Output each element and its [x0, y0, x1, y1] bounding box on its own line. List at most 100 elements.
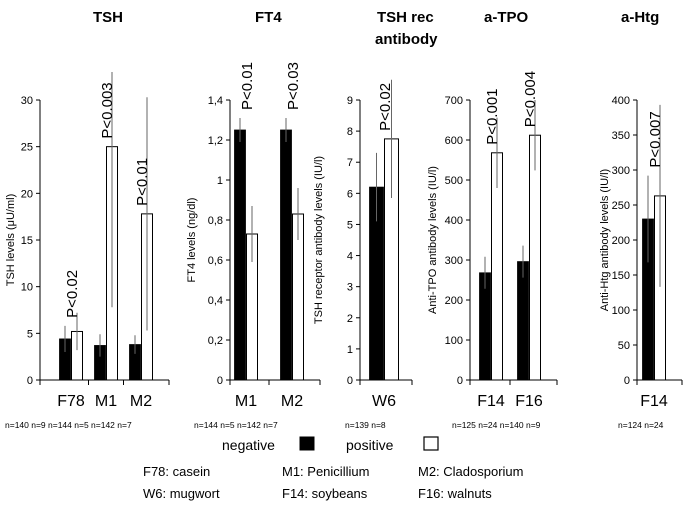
- y-tick-label: 0: [624, 375, 630, 387]
- panel-1: TSH 0 5 10 15 20 25 30 TSH levels (μU/ml) P<0.02 F…: [5, 9, 170, 430]
- y-axis-label: TSH levels (μU/ml): [5, 194, 17, 287]
- y-axis-label: Anti-Htg antibody levels (IU/l): [599, 169, 611, 311]
- n-label: n=139 n=8: [345, 420, 386, 430]
- y-tick-label: 600: [445, 135, 463, 147]
- p-value-m2: P<0.01: [134, 158, 151, 206]
- key-f78: F78: casein: [143, 464, 210, 479]
- y-tick-label: 1: [347, 344, 353, 356]
- panel-title-line1: TSH rec: [377, 9, 434, 26]
- y-tick-label: 30: [21, 95, 33, 107]
- panel-2: FT4 0 0,2 0,4 0,6 0,8 1 1,2 1,4 FT4 levels (ng/dl…: [186, 9, 321, 430]
- y-tick-label: 700: [445, 95, 463, 107]
- key-f16: F16: walnuts: [418, 486, 492, 501]
- y-tick-label: 500: [445, 175, 463, 187]
- category-label-m2: M2: [130, 393, 152, 410]
- legend-positive-label: positive: [346, 437, 394, 453]
- panel-4: a-TPO 0 100 200 300 400 500 600 700 Anti-TPO anti…: [427, 9, 558, 430]
- y-tick-label: 2: [347, 313, 353, 325]
- p-value-f14: P<0.007: [647, 111, 664, 167]
- y-tick-label: 20: [21, 188, 33, 200]
- panel-title-line2: antibody: [375, 31, 438, 48]
- y-tick-label: 0,4: [208, 295, 223, 307]
- y-tick-label: 0: [347, 375, 353, 387]
- n-label: n=124 n=24: [618, 420, 664, 430]
- bar-negative-f16: [517, 261, 529, 381]
- allergen-key: F78: casein M1: Penicillium M2: Cladospo…: [143, 464, 524, 501]
- legend-positive-swatch: [423, 436, 439, 451]
- p-value-f78: P<0.02: [64, 270, 81, 318]
- y-tick-label: 10: [21, 282, 33, 294]
- panel-title: a-TPO: [484, 9, 529, 26]
- y-tick-label: 300: [445, 255, 463, 267]
- key-f14: F14: soybeans: [282, 486, 368, 501]
- y-tick-label: 7: [347, 157, 353, 169]
- category-label-m1: M1: [95, 393, 117, 410]
- bar-positive-f16: [529, 134, 541, 381]
- bar-negative-m2: [280, 129, 292, 381]
- y-tick-label: 250: [612, 200, 630, 212]
- p-value-m1: P<0.003: [99, 82, 116, 138]
- category-label-w6: W6: [372, 393, 396, 410]
- y-tick-label: 1,2: [208, 135, 223, 147]
- legend: negative positive: [222, 436, 439, 453]
- y-axis-label: FT4 levels (ng/dl): [186, 198, 198, 283]
- y-axis-label: TSH receptor antibody levels (IU/l): [313, 156, 325, 324]
- y-tick-label: 0,6: [208, 255, 223, 267]
- y-tick-label: 4: [347, 251, 353, 263]
- legend-negative-label: negative: [222, 437, 275, 453]
- key-m1: M1: Penicillium: [282, 464, 369, 479]
- n-label: n=144 n=5 n=142 n=7: [194, 420, 278, 430]
- y-tick-label: 1,4: [208, 95, 223, 107]
- category-label-f16: F16: [515, 393, 543, 410]
- category-label-m2: M2: [281, 393, 303, 410]
- n-label: n=125 n=24 n=140 n=9: [452, 420, 541, 430]
- panel-title: FT4: [255, 9, 282, 26]
- y-tick-label: 0: [217, 375, 223, 387]
- y-tick-label: 350: [612, 130, 630, 142]
- bar-negative-m1: [234, 129, 246, 381]
- category-label-f14: F14: [640, 393, 668, 410]
- category-label-m1: M1: [235, 393, 257, 410]
- y-tick-label: 100: [612, 305, 630, 317]
- legend-negative-swatch: [299, 436, 315, 451]
- y-tick-label: 0,2: [208, 335, 223, 347]
- y-tick-label: 150: [612, 270, 630, 282]
- y-tick-label: 1: [217, 175, 223, 187]
- y-tick-label: 400: [612, 95, 630, 107]
- y-tick-label: 200: [445, 295, 463, 307]
- y-tick-label: 50: [618, 340, 630, 352]
- y-tick-label: 0,8: [208, 215, 223, 227]
- y-tick-label: 6: [347, 188, 353, 200]
- category-label-f78: F78: [57, 393, 85, 410]
- y-tick-label: 5: [347, 219, 353, 231]
- panel-5: a-Htg 0 50 100 150 200 250 300 350 400 Anti-Htg an…: [599, 9, 683, 430]
- y-axis-label: Anti-TPO antibody levels (IU/l): [427, 166, 439, 314]
- y-tick-label: 300: [612, 165, 630, 177]
- y-tick-label: 100: [445, 335, 463, 347]
- panel-3: TSH rec antibody 0 1 2 3 4 5 6 7 8 9 TSH receptor an…: [313, 9, 438, 430]
- y-tick-label: 3: [347, 282, 353, 294]
- y-tick-label: 0: [27, 375, 33, 387]
- p-value-m2: P<0.03: [285, 62, 302, 110]
- key-w6: W6: mugwort: [143, 486, 220, 501]
- category-label-f14: F14: [477, 393, 505, 410]
- y-tick-label: 9: [347, 95, 353, 107]
- y-tick-label: 5: [27, 328, 33, 340]
- bar-negative-f14: [479, 272, 491, 381]
- p-value-w6: P<0.02: [377, 83, 394, 131]
- y-tick-label: 25: [21, 142, 33, 154]
- panel-title: TSH: [93, 9, 123, 26]
- y-tick-label: 400: [445, 215, 463, 227]
- p-value-m1: P<0.01: [239, 62, 256, 110]
- key-m2: M2: Cladosporium: [418, 464, 524, 479]
- p-value-f14: P<0.001: [484, 88, 501, 144]
- y-tick-label: 8: [347, 126, 353, 138]
- n-label: n=140 n=9 n=144 n=5 n=142 n=7: [5, 420, 132, 430]
- y-tick-label: 0: [457, 375, 463, 387]
- panel-title: a-Htg: [621, 9, 659, 26]
- y-tick-label: 200: [612, 235, 630, 247]
- p-value-f16: P<0.004: [522, 71, 539, 127]
- y-tick-label: 15: [21, 235, 33, 247]
